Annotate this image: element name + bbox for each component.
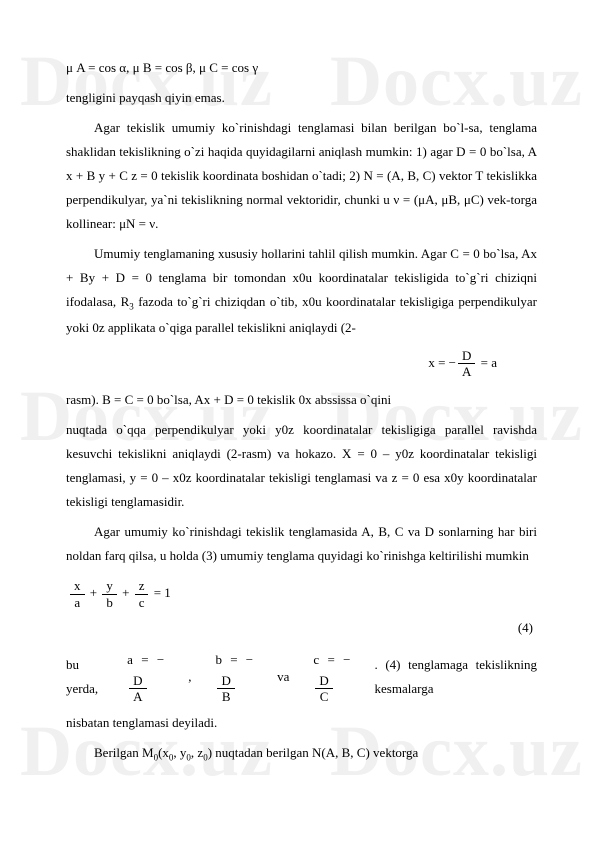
text-run: fazoda to`g`ri chiziqdan o`tib, x0u koor… <box>66 294 537 334</box>
text-run: , y <box>173 745 186 760</box>
formula-row: bu yerda, a = −DA , b = −DB va c = −DC .… <box>66 648 537 704</box>
numerator: D <box>458 348 475 365</box>
formula-prefix: x = − <box>428 355 456 370</box>
text-run: Berilgan M <box>94 745 154 760</box>
numerator: x <box>70 578 85 595</box>
body-text: Berilgan M0(x0, y0, z0) nuqtadan berilga… <box>66 741 537 766</box>
body-text: nuqtada o`qqa perpendikulyar yoki y0z ko… <box>66 418 537 514</box>
fraction: xa <box>70 578 85 610</box>
formula-b: b = − DB <box>215 648 253 704</box>
text-run: , z <box>191 745 203 760</box>
formula: x = −DA = a <box>66 348 537 380</box>
fraction: DB <box>217 673 234 705</box>
separator: , <box>188 665 191 689</box>
formula-rhs: = 1 <box>154 585 171 600</box>
text-run: (x <box>158 745 169 760</box>
separator: va <box>277 665 289 689</box>
numerator: D <box>129 673 146 690</box>
equation-line: μ A = cos α, μ B = cos β, μ C = cos γ <box>66 56 537 80</box>
body-text: Umumiy tenglamaning xususiy hollarini ta… <box>66 242 537 339</box>
equation-number-row: (4) <box>66 616 537 640</box>
numerator: D <box>217 673 234 690</box>
body-text: rasm). B = C = 0 bo`lsa, Ax + D = 0 teki… <box>66 388 537 412</box>
denominator: a <box>70 595 85 611</box>
body-text: nisbatan tenglamasi deyiladi. <box>66 711 537 735</box>
formula-a: a = − DA <box>127 648 164 704</box>
numerator: z <box>135 578 149 595</box>
formula-prefix: c = − <box>313 652 350 667</box>
formula-suffix: = a <box>477 355 497 370</box>
denominator: C <box>315 689 332 705</box>
body-text: tengligini payqash qiyin emas. <box>66 86 537 110</box>
denominator: A <box>458 364 475 380</box>
numerator: y <box>102 578 117 595</box>
fraction: zc <box>135 578 149 610</box>
body-text: Agar tekislik umumiy ko`rinishdagi tengl… <box>66 116 537 236</box>
body-text: Agar umumiy ko`rinishdagi tekislik tengl… <box>66 520 537 568</box>
fraction: DA <box>458 348 475 380</box>
fraction: yb <box>102 578 117 610</box>
equation-number: (4) <box>518 616 537 640</box>
fraction: DC <box>315 673 332 705</box>
text-run: bu yerda, <box>66 653 103 701</box>
plus-sign: + <box>122 585 133 600</box>
formula-prefix: b = − <box>215 652 253 667</box>
numerator: D <box>315 673 332 690</box>
formula-prefix: a = − <box>127 652 164 667</box>
page-content: μ A = cos α, μ B = cos β, μ C = cos γ te… <box>0 0 595 828</box>
denominator: B <box>217 689 234 705</box>
formula-c: c = − DC <box>313 648 350 704</box>
denominator: c <box>135 595 149 611</box>
formula: xa + yb + zc = 1 <box>68 578 537 610</box>
text-run: ) nuqtadan berilgan N(A, B, C) vektorga <box>208 745 419 760</box>
fraction: DA <box>129 673 146 705</box>
plus-sign: + <box>90 585 101 600</box>
denominator: b <box>102 595 117 611</box>
denominator: A <box>129 689 146 705</box>
text-run: . (4) tenglamaga tekislikning kesmalarga <box>375 653 537 701</box>
